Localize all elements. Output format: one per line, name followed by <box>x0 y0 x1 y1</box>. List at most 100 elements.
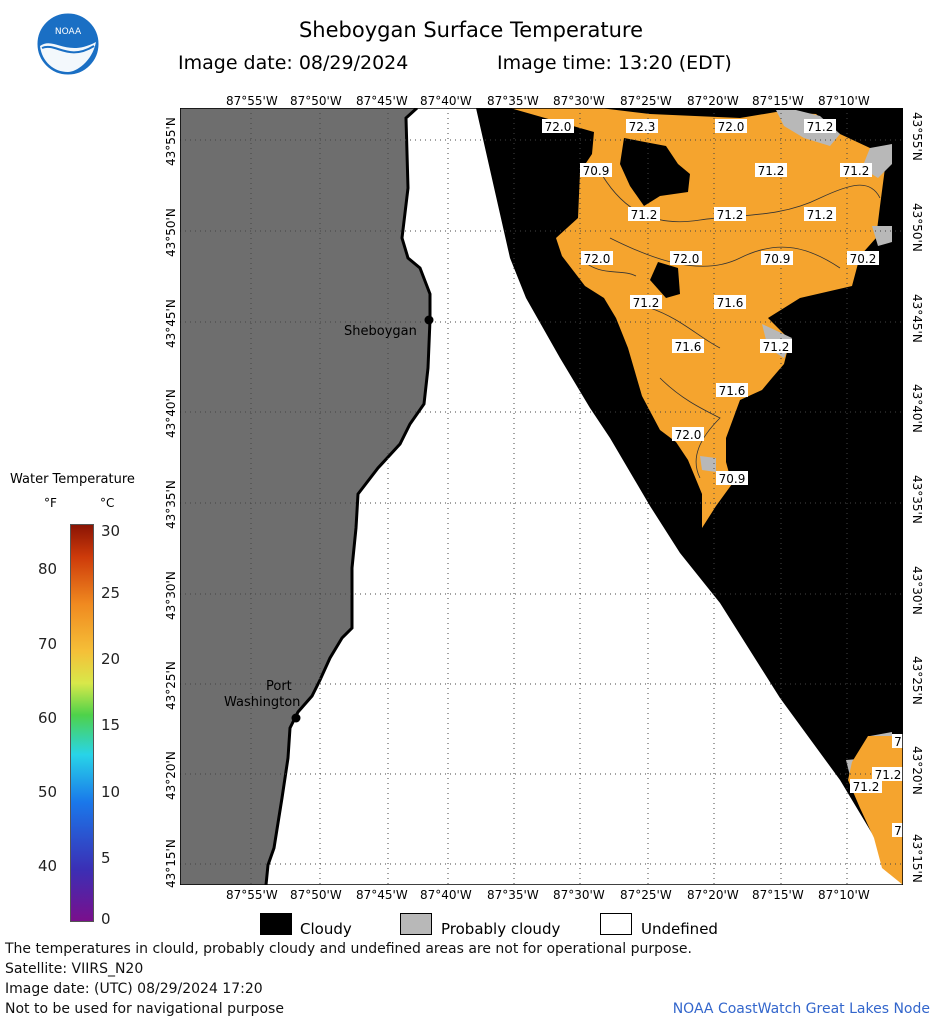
lon-top-label: 87°15'W <box>752 94 804 108</box>
temperature-label-box <box>672 339 704 353</box>
lon-bottom-label: 87°40'W <box>420 888 472 902</box>
graticule <box>180 108 903 885</box>
lon-top-label: 87°30'W <box>553 94 605 108</box>
sheboygan-marker <box>424 315 434 325</box>
lon-top-label: 87°10'W <box>818 94 870 108</box>
undefined-swatch <box>600 913 632 935</box>
lat-right-label: 43°35'N <box>910 475 924 524</box>
probably-cloudy-label: Probably cloudy <box>441 920 561 938</box>
lon-bottom-label: 87°20'W <box>687 888 739 902</box>
temperature-label-box <box>760 339 792 353</box>
temperature-label-box <box>714 295 746 309</box>
temperature-label: 7 <box>892 734 903 749</box>
lon-top-label: 87°40'W <box>420 94 472 108</box>
temperature-label: 70.9 <box>580 163 612 178</box>
temperature-label: 71.6 <box>714 295 746 310</box>
logo-text: NOAA <box>55 27 82 37</box>
lon-bottom-label: 87°10'W <box>818 888 870 902</box>
lon-top-label: 87°55'W <box>226 94 278 108</box>
temperature-label-box <box>892 823 903 837</box>
temperature-label-text: 7 <box>894 824 902 838</box>
cloud-hole <box>620 138 690 206</box>
temperature-label-text: 72.0 <box>673 252 700 266</box>
temperature-label-box <box>892 734 903 748</box>
temperature-label: 71.2 <box>840 163 872 178</box>
temperature-label-text: 71.6 <box>717 296 744 310</box>
lon-bottom-label: 87°55'W <box>226 888 278 902</box>
temperature-label-text: 70.9 <box>719 472 746 486</box>
lat-left-label: 43°20'N <box>164 751 178 800</box>
temperature-label: 72.0 <box>542 119 574 134</box>
temperature-label: 72.0 <box>672 427 704 442</box>
c-tick: 5 <box>101 849 111 867</box>
legend-unit-c: °C <box>100 496 115 510</box>
temperature-label-text: 72.3 <box>629 120 656 134</box>
lon-top-label: 87°25'W <box>620 94 672 108</box>
c-tick: 15 <box>101 716 121 734</box>
map-title: Sheboygan Surface Temperature <box>298 18 644 42</box>
lat-left-label: 43°25'N <box>164 661 178 710</box>
lon-top-label: 87°20'W <box>687 94 739 108</box>
temperature-label-text: 71.2 <box>717 208 744 222</box>
temperature-label-box <box>804 207 836 221</box>
temperature-label-text: 71.2 <box>853 780 880 794</box>
c-tick: 25 <box>101 584 121 602</box>
cloud-hole <box>650 262 680 298</box>
warm-water-region <box>510 108 885 528</box>
lon-bottom-label: 87°25'W <box>620 888 672 902</box>
noaa-logo-icon: NOAA <box>36 12 100 76</box>
temperature-label: 72.0 <box>670 251 702 266</box>
temperature-label: 71.6 <box>716 383 748 398</box>
city-label-sheboygan: Sheboygan <box>344 324 417 339</box>
temperature-label: 70.9 <box>761 251 793 266</box>
temperature-label: 71.2 <box>804 207 836 222</box>
f-tick: 60 <box>38 709 58 727</box>
lon-bottom-label: 87°50'W <box>290 888 342 902</box>
lon-top-label: 87°50'W <box>290 94 342 108</box>
temperature-label-text: 71.6 <box>675 340 702 354</box>
temperature-label-text: 71.2 <box>763 340 790 354</box>
lon-bottom-label: 87°35'W <box>487 888 539 902</box>
temperature-label-box <box>630 295 662 309</box>
f-tick: 50 <box>38 783 58 801</box>
lon-bottom-label: 87°15'W <box>752 888 804 902</box>
temperature-label-box <box>872 767 903 781</box>
sst-map: Sheboygan Port Washington 72.0 72.3 72.0 71… <box>180 108 903 885</box>
temperature-label-box <box>716 471 748 485</box>
temperature-label: 71.2 <box>760 339 792 354</box>
temperature-label-box <box>847 251 879 265</box>
legend-unit-f: °F <box>44 496 57 510</box>
temperature-label-text: 71.2 <box>807 120 834 134</box>
utc-date-text: Image date: (UTC) 08/29/2024 17:20 <box>5 981 263 997</box>
city-label-washington: Washington <box>224 695 300 710</box>
lat-left-label: 43°15'N <box>164 839 178 888</box>
temperature-label: 72.3 <box>626 119 658 134</box>
temperature-label: 72.0 <box>715 119 747 134</box>
temperature-label-text: 71.2 <box>758 164 785 178</box>
f-tick: 80 <box>38 560 58 578</box>
lat-left-label: 43°50'N <box>164 208 178 257</box>
temperature-label-box <box>670 251 702 265</box>
lat-left-label: 43°30'N <box>164 571 178 620</box>
c-tick: 0 <box>101 910 111 928</box>
c-tick: 20 <box>101 650 121 668</box>
temperature-label: 70.2 <box>847 251 879 266</box>
lon-top-label: 87°45'W <box>356 94 408 108</box>
lat-right-label: 43°50'N <box>910 203 924 252</box>
temperature-label: 71.2 <box>755 163 787 178</box>
temperature-label-text: 72.0 <box>584 252 611 266</box>
city-label-port: Port <box>266 679 292 694</box>
temperature-label-text: 70.9 <box>583 164 610 178</box>
lat-right-label: 43°40'N <box>910 384 924 433</box>
lat-left-label: 43°55'N <box>164 117 178 166</box>
temperature-label-text: 71.2 <box>843 164 870 178</box>
lat-left-label: 43°45'N <box>164 299 178 348</box>
temperature-label: 72.0 <box>581 251 613 266</box>
cloudy-area <box>476 108 903 885</box>
temperature-label-text: 70.9 <box>764 252 791 266</box>
port-washington-marker <box>291 713 301 723</box>
land-area <box>180 108 430 885</box>
c-tick: 10 <box>101 783 121 801</box>
lat-right-label: 43°55'N <box>910 112 924 161</box>
temperature-label-text: 71.6 <box>719 384 746 398</box>
